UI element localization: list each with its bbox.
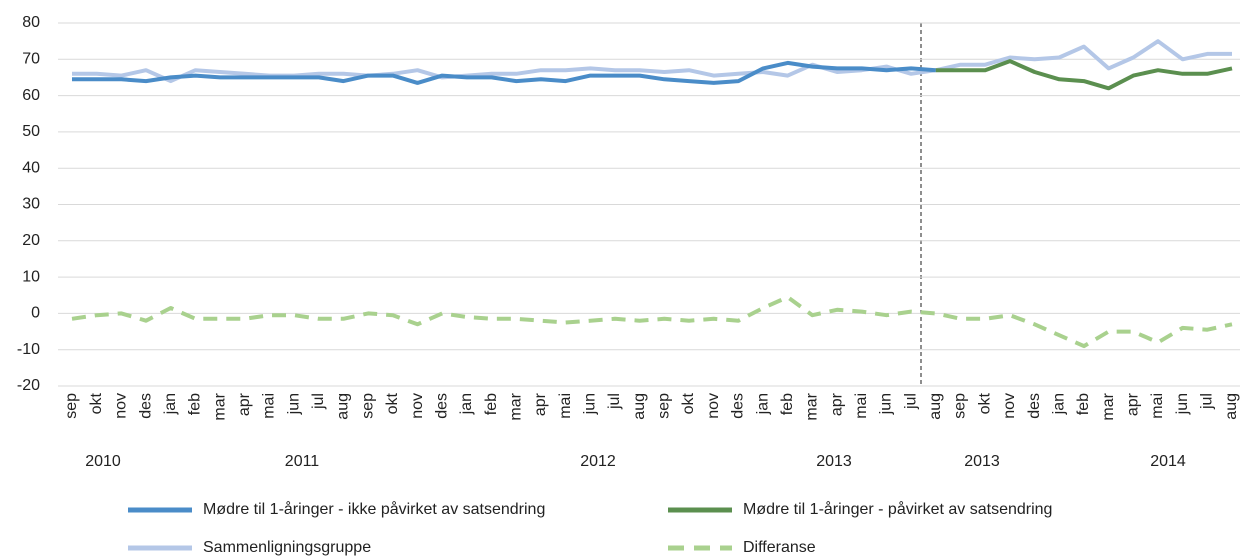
x-tick-label: jun	[582, 393, 599, 415]
x-tick-label: jan	[1050, 393, 1067, 415]
x-tick-label: aug	[631, 393, 648, 420]
x-tick-label: sep	[952, 393, 969, 419]
series-line	[71, 295, 1233, 349]
x-tick-label: mar	[211, 392, 228, 420]
year-label: 2010	[85, 453, 121, 470]
x-tick-label: nov	[1001, 393, 1018, 419]
year-label: 2013	[816, 453, 852, 470]
x-tick-label: mai	[1149, 393, 1166, 419]
legend-label: Differanse	[743, 539, 816, 556]
y-tick-label: -20	[17, 377, 40, 394]
x-tick-label: okt	[976, 392, 993, 414]
y-tick-label: 30	[22, 196, 40, 213]
x-tick-label: okt	[88, 392, 105, 414]
year-label: 2014	[1150, 453, 1186, 470]
x-tick-label: des	[730, 393, 747, 419]
x-tick-label: mai	[853, 393, 870, 419]
x-tick-label: jul	[606, 393, 623, 410]
x-tick-label: mar	[1100, 392, 1117, 420]
x-tick-label: mai	[261, 393, 278, 419]
x-tick-label: jun	[878, 393, 895, 415]
x-tick-label: okt	[680, 392, 697, 414]
x-tick-label: nov	[409, 393, 426, 419]
x-tick-label: des	[137, 393, 154, 419]
x-tick-label: sep	[359, 393, 376, 419]
x-tick-label: nov	[705, 393, 722, 419]
legend-label: Mødre til 1-åringer - påvirket av satsen…	[743, 500, 1052, 518]
x-tick-label: feb	[1075, 393, 1092, 415]
x-tick-label: feb	[779, 393, 796, 415]
x-tick-label: apr	[828, 392, 845, 416]
year-label: 2011	[285, 453, 320, 470]
x-tick-label: jul	[1199, 393, 1216, 410]
x-tick-label: feb	[483, 393, 500, 415]
x-tick-label: mai	[557, 393, 574, 419]
y-tick-label: 60	[22, 87, 40, 104]
series-line	[72, 39, 1232, 84]
x-tick-label: jan	[162, 393, 179, 415]
x-tick-label: sep	[656, 393, 673, 419]
x-tick-label: apr	[532, 392, 549, 416]
x-tick-label: apr	[236, 392, 253, 416]
y-tick-label: 70	[22, 51, 40, 68]
y-tick-label: 40	[22, 159, 40, 176]
x-tick-label: jun	[285, 393, 302, 415]
x-tick-label: mar	[804, 392, 821, 420]
legend-label: Sammenligningsgruppe	[203, 539, 371, 556]
y-tick-label: 20	[22, 232, 40, 249]
x-tick-label: nov	[113, 393, 130, 419]
x-tick-label: jun	[1174, 393, 1191, 415]
year-label: 2013	[964, 453, 1000, 470]
x-tick-label: des	[433, 393, 450, 419]
x-tick-label: feb	[187, 393, 204, 415]
x-tick-label: aug	[335, 393, 352, 420]
year-label: 2012	[580, 453, 616, 470]
x-tick-label: jan	[458, 393, 475, 415]
x-tick-label: des	[1026, 393, 1043, 419]
y-tick-label: -10	[17, 341, 40, 358]
y-tick-label: 0	[31, 305, 40, 322]
y-tick-label: 50	[22, 123, 40, 140]
x-tick-label: okt	[384, 392, 401, 414]
x-tick-label: mar	[507, 392, 524, 420]
x-tick-label: aug	[1223, 393, 1240, 420]
legend-label: Mødre til 1-åringer - ikke påvirket av s…	[203, 500, 545, 518]
x-tick-label: jan	[754, 393, 771, 415]
x-tick-label: apr	[1124, 392, 1141, 416]
y-tick-label: 80	[22, 14, 40, 31]
x-tick-label: jul	[902, 393, 919, 410]
y-tick-label: 10	[22, 268, 40, 285]
x-tick-label: aug	[927, 393, 944, 420]
series-line	[72, 60, 936, 85]
series-line	[935, 59, 1233, 91]
x-tick-label: sep	[63, 393, 80, 419]
x-tick-label: jul	[310, 393, 327, 410]
